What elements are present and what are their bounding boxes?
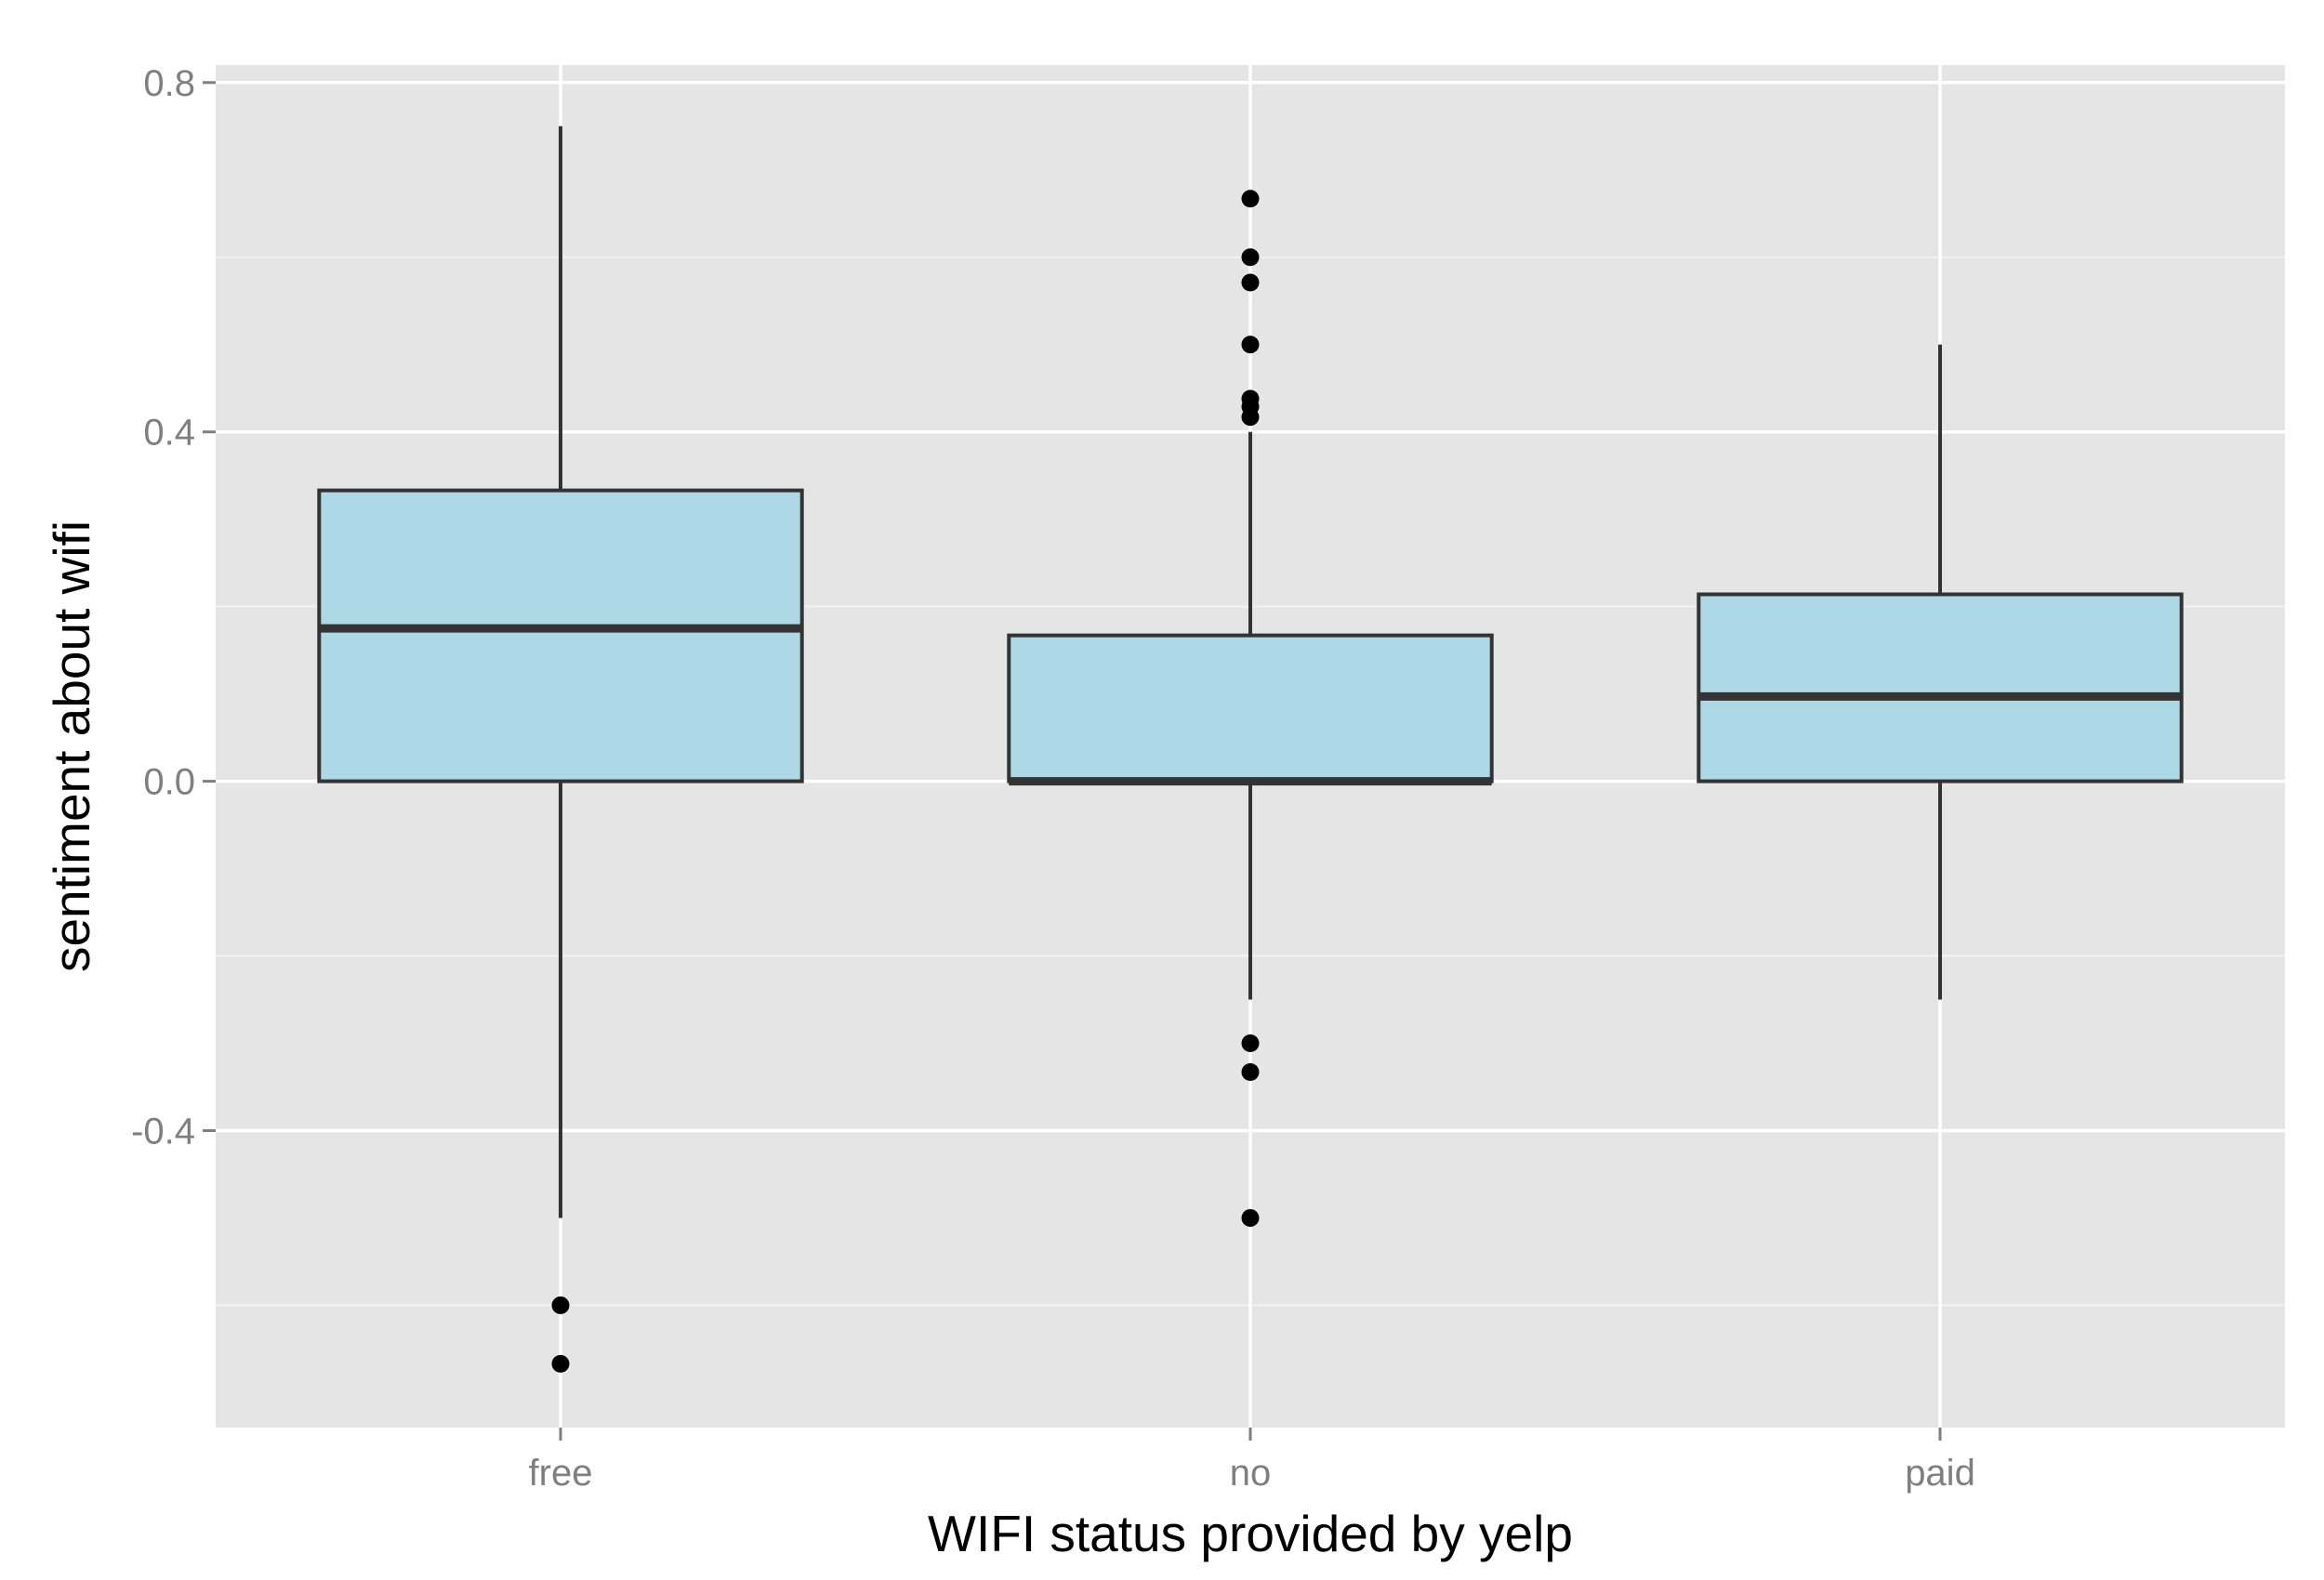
- x-tick-label: paid: [1905, 1453, 1975, 1494]
- outlier-point: [1241, 1208, 1260, 1227]
- iqr-box: [1697, 592, 2184, 783]
- boxes: [317, 125, 2184, 1373]
- outlier-point: [1241, 190, 1260, 208]
- iqr-box: [1007, 633, 1494, 783]
- y-tick-label: -0.4: [131, 1111, 195, 1152]
- outlier-point: [1241, 1034, 1260, 1053]
- x-tick-label: free: [529, 1453, 593, 1494]
- iqr-box: [317, 488, 804, 783]
- y-tick-label: 0.0: [143, 762, 195, 803]
- outlier-point: [1241, 248, 1260, 267]
- y-axis: -0.4 0.0 0.4 0.8: [131, 63, 216, 1152]
- y-tick-label: 0.8: [143, 63, 195, 104]
- y-axis-title: sentiment about wifi: [43, 520, 100, 972]
- outlier-point: [1241, 273, 1260, 292]
- outlier-point: [551, 1354, 570, 1373]
- box-free: [317, 125, 804, 1373]
- outlier-point: [551, 1296, 570, 1314]
- x-tick-label: no: [1230, 1453, 1272, 1494]
- outlier-point: [1241, 408, 1260, 427]
- x-axis: free no paid: [529, 1428, 1975, 1494]
- box-paid: [1697, 344, 2184, 1000]
- y-tick-label: 0.4: [143, 413, 195, 454]
- outlier-point: [1241, 1063, 1260, 1082]
- outlier-point: [1241, 336, 1260, 354]
- box-no: [1007, 190, 1494, 1227]
- x-axis-title: WIFI status provided by yelp: [928, 1505, 1573, 1562]
